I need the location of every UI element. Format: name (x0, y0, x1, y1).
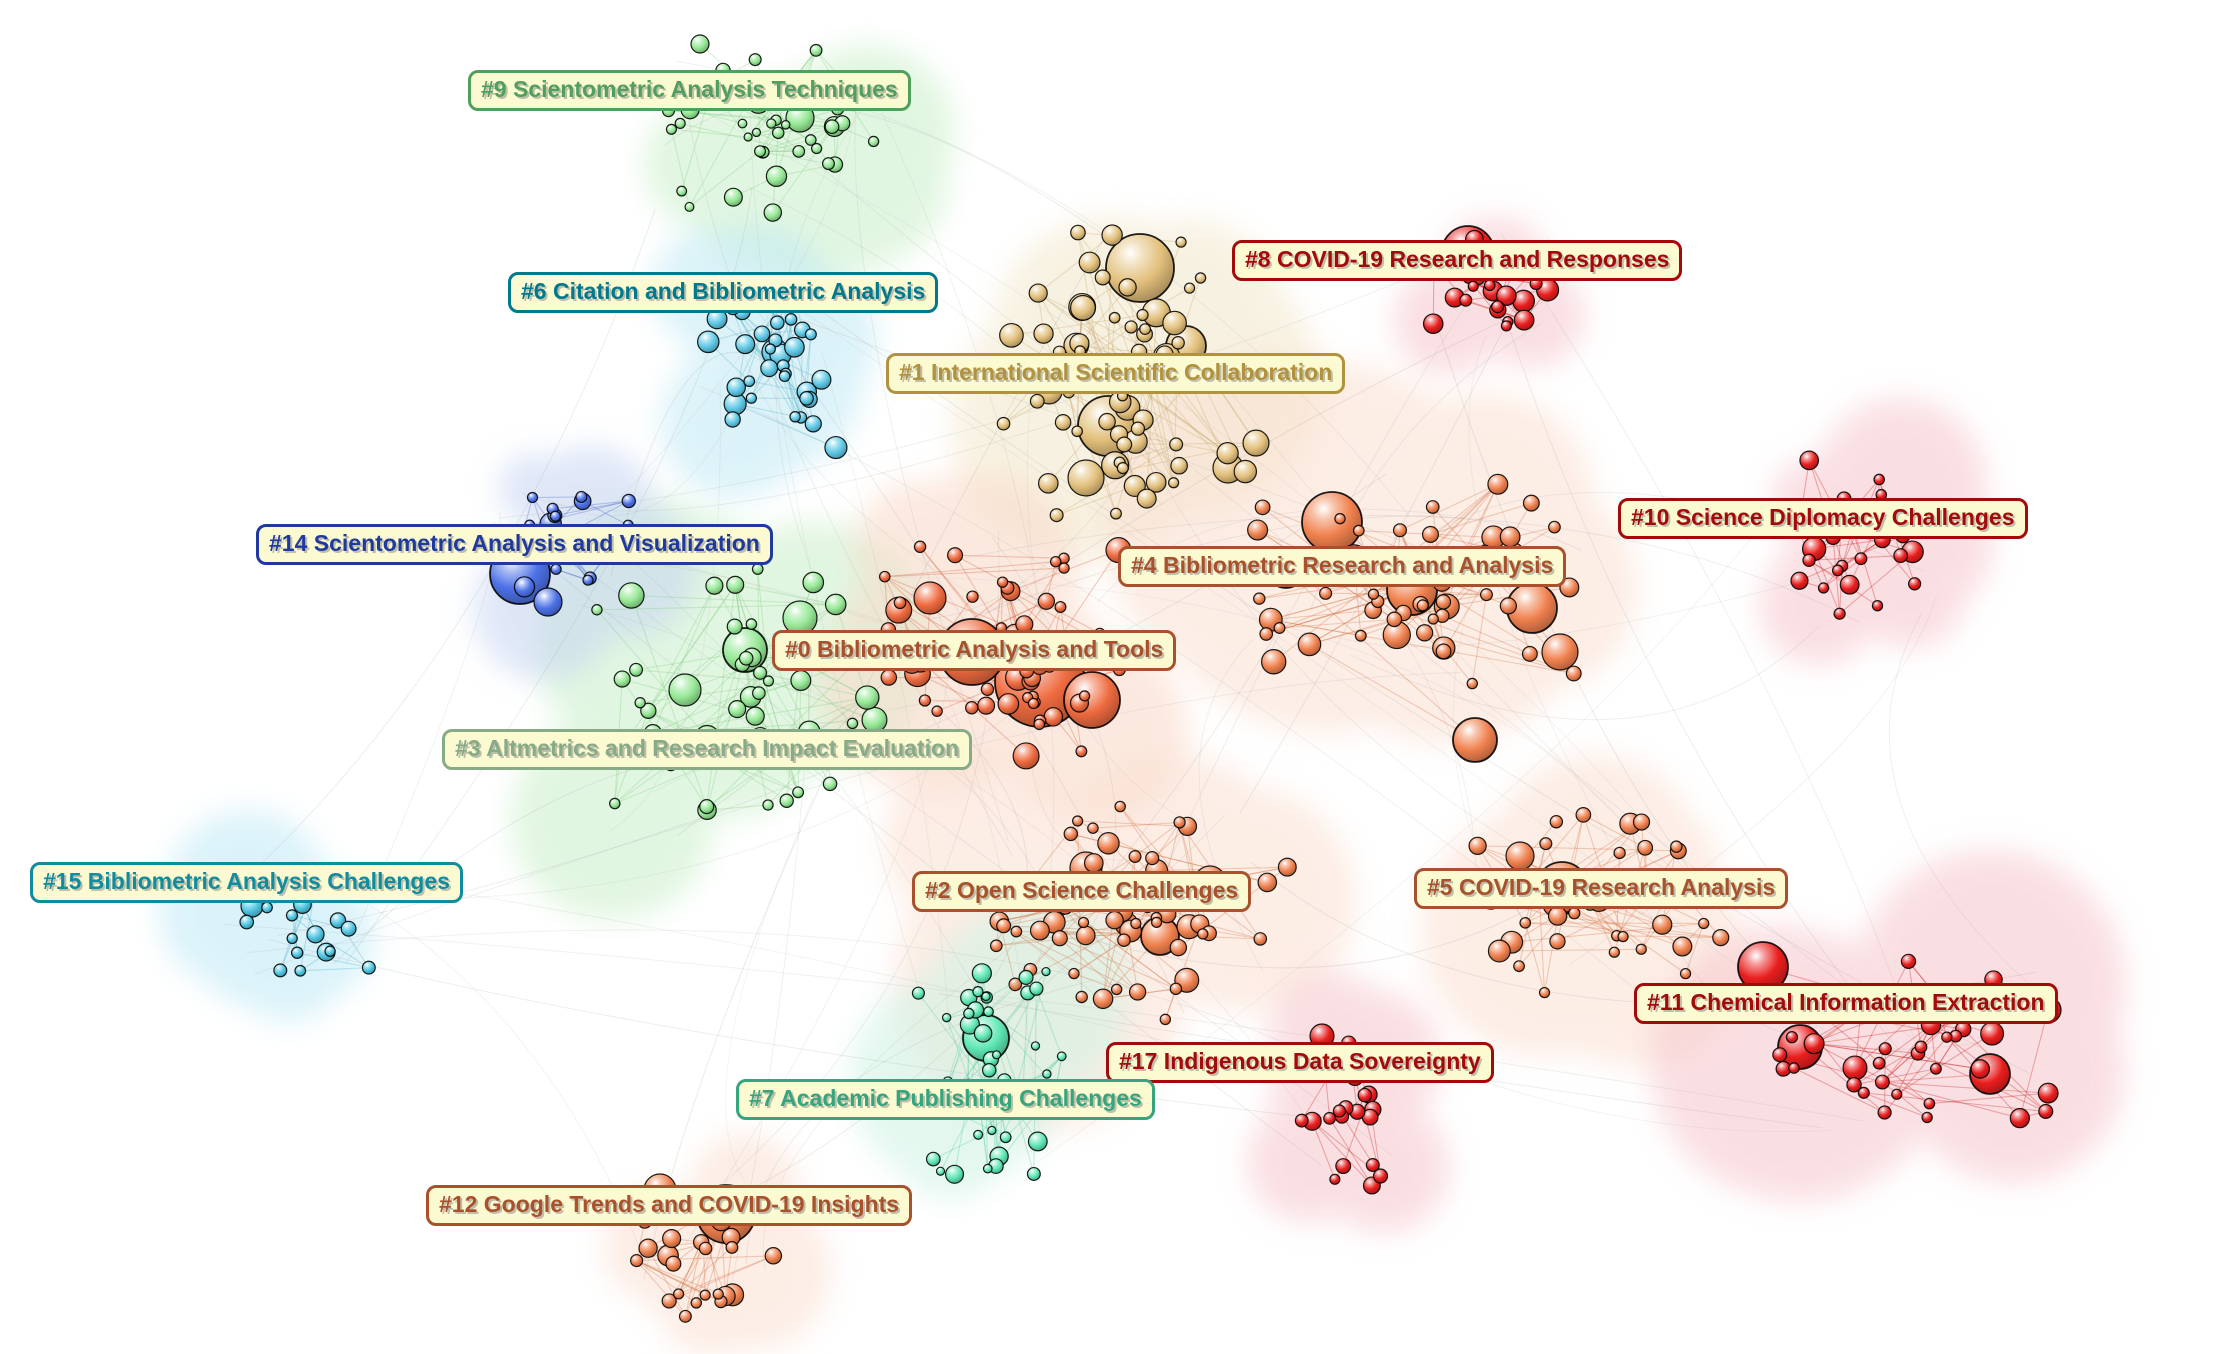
cluster-label-#17[interactable]: #17 Indigenous Data Sovereignty (1106, 1042, 1494, 1083)
cluster-label-#0[interactable]: #0 Bibliometric Analysis and Tools (772, 630, 1177, 671)
cluster-label-#11[interactable]: #11 Chemical Information Extraction (1634, 983, 2058, 1024)
cluster-label-#6[interactable]: #6 Citation and Bibliometric Analysis (508, 272, 939, 313)
cluster-#17-nodes[interactable] (1294, 1023, 1389, 1195)
cluster-label-#7[interactable]: #7 Academic Publishing Challenges (736, 1079, 1155, 1120)
cluster-label-#9[interactable]: #9 Scientometric Analysis Techniques (468, 70, 911, 111)
cluster-#9-nodes[interactable] (661, 34, 880, 222)
cluster-label-#14[interactable]: #14 Scientometric Analysis and Visualiza… (256, 524, 773, 565)
cluster-label-#4[interactable]: #4 Bibliometric Research and Analysis (1118, 546, 1567, 587)
cluster-label-#15[interactable]: #15 Bibliometric Analysis Challenges (30, 862, 463, 903)
cluster-label-#12[interactable]: #12 Google Trends and COVID-19 Insights (426, 1185, 913, 1226)
cluster-label-#10[interactable]: #10 Science Diplomacy Challenges (1618, 498, 2028, 539)
cluster-label-#1[interactable]: #1 International Scientific Collaboratio… (886, 353, 1346, 394)
cluster-label-#5[interactable]: #5 COVID-19 Research Analysis (1414, 868, 1789, 909)
cluster-label-#8[interactable]: #8 COVID-19 Research and Responses (1232, 240, 1683, 281)
cluster-label-#2[interactable]: #2 Open Science Challenges (912, 871, 1252, 912)
cluster-label-#3[interactable]: #3 Altmetrics and Research Impact Evalua… (442, 729, 973, 770)
